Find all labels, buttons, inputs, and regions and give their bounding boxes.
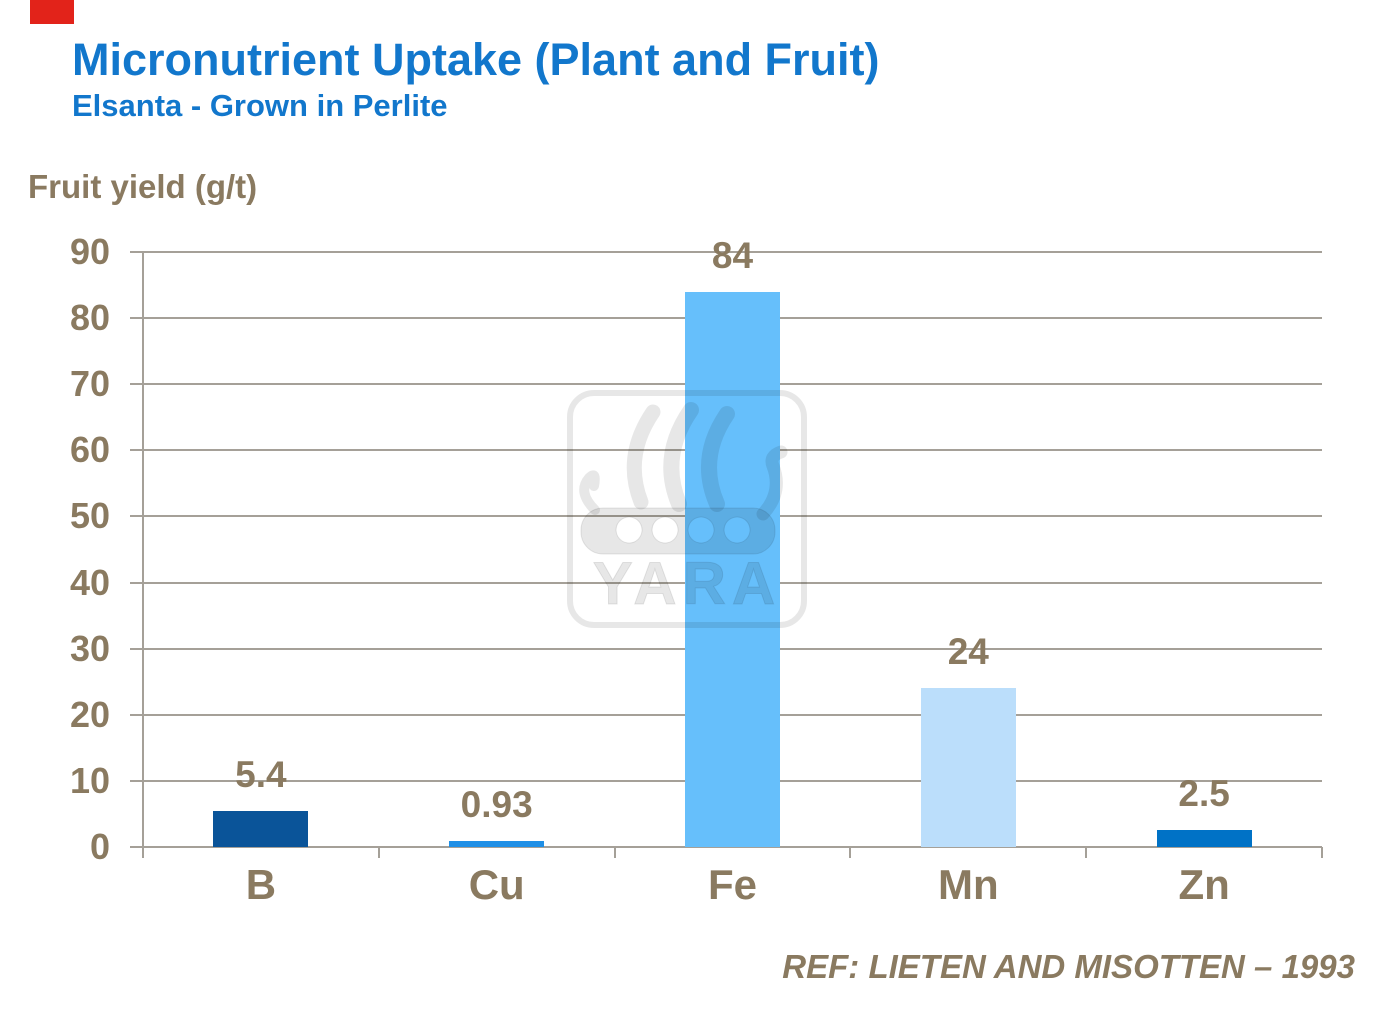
page-title: Micronutrient Uptake (Plant and Fruit) [72,34,880,85]
bar-Zn [1156,830,1252,847]
x-axis-tick [377,847,380,858]
bar-B [213,811,309,847]
x-axis-tick [613,847,616,858]
red-corner-mark [30,0,74,24]
y-axis-line [142,252,144,858]
category-label-Cu: Cu [468,861,525,908]
y-tick-label: 70 [69,363,110,405]
category-label-B: B [245,861,277,908]
y-tick-label: 20 [69,693,110,735]
y-tick-label: 80 [69,297,110,339]
value-label-Fe: 84 [711,234,754,276]
y-tick-label: 60 [69,429,110,471]
page-subtitle: Elsanta - Grown in Perlite [72,88,448,123]
bar-Fe [685,291,780,847]
yara-logo-icon: YARA [567,390,807,628]
yara-watermark: YARA [567,390,807,628]
category-label-Mn: Mn [937,861,999,908]
y-axis-title: Fruit yield (g/t) [28,168,258,205]
y-tick-label: 0 [89,826,110,867]
bar-Cu [449,840,545,847]
x-axis-tick [1321,847,1323,858]
bar-Mn [920,688,1016,847]
value-label-Mn: 24 [947,631,989,673]
y-tick-label: 40 [69,561,110,603]
x-axis-tick [849,847,852,858]
watermark-label: YARA [593,550,782,617]
gridline [130,251,1322,253]
y-tick-label: 90 [69,231,110,272]
category-label-Fe: Fe [707,861,757,908]
reference-text: REF: LIETEN AND MISOTTEN – 1993 [782,948,1355,985]
category-label-Zn: Zn [1178,861,1230,908]
y-tick-label: 30 [69,627,110,669]
value-label-B: 5.4 [235,754,287,796]
y-tick-label: 10 [69,759,110,801]
value-label-Cu: 0.93 [460,783,533,825]
x-axis-line [130,846,1322,848]
value-label-Zn: 2.5 [1178,773,1230,815]
x-axis-tick [1085,847,1088,858]
y-tick-label: 50 [69,495,110,537]
